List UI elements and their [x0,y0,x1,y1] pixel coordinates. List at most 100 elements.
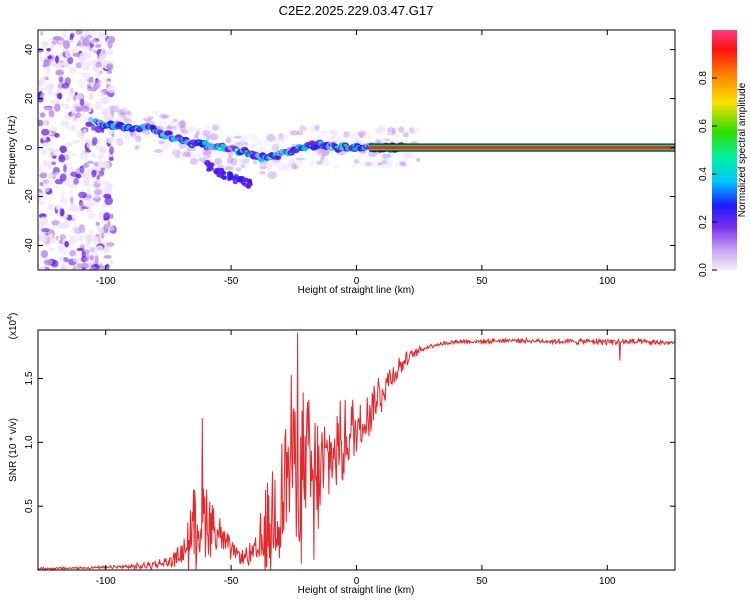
noise-blob [46,47,51,52]
spectrogram-y-label: Frequency (Hz) [7,116,18,185]
haze-blob [142,117,152,122]
noise-blob [85,121,93,127]
haze-blob [289,129,300,136]
noise-blob [73,103,81,107]
haze-blob [185,150,191,157]
haze-blob [202,129,210,137]
noise-blob [38,143,41,147]
noise-blob [62,40,71,49]
haze-blob [253,160,258,165]
noise-blob [89,266,97,270]
noise-blob [38,147,44,151]
noise-blob [83,128,87,133]
noise-blob [55,69,65,76]
haze-blob [328,149,334,156]
haze-blob [178,154,184,161]
noise-blob [47,203,55,211]
noise-blob [104,196,114,206]
haze-blob [203,125,211,130]
haze-blob [234,142,243,148]
noise-blob [88,92,94,100]
snr-axes: -100 -50 0 50 100 0.5 1.0 1.5 [24,330,675,587]
haze-blob [242,158,250,164]
colorbar-tick-label: 0.8 [698,71,709,85]
haze-blob [367,136,373,141]
noise-blob [103,212,111,221]
noise-blob [107,70,112,74]
haze-blob [220,151,230,156]
haze-blob [316,147,321,155]
haze-blob [238,159,247,167]
noise-blob [101,187,105,195]
haze-blob [379,157,389,162]
noise-blob [58,40,65,45]
haze-blob [267,171,277,180]
haze-blob [316,160,323,166]
haze-blob [259,165,267,170]
snr-x-tick-label: 0 [354,576,360,587]
noise-blob [51,161,57,166]
noise-blob [61,258,65,267]
haze-blob [399,160,406,165]
noise-blob [107,85,116,94]
haze-blob [319,150,330,157]
noise-blob [83,162,90,169]
noise-blob [69,235,78,244]
noise-blob [65,162,73,167]
noise-blob [72,94,77,101]
noise-blob [60,192,65,200]
noise-blob [43,180,53,184]
haze-blob [202,154,208,163]
haze-blob [216,164,225,169]
spectrogram-y-tick-label: -40 [24,238,35,253]
haze-blob [238,155,245,163]
noise-blob [76,129,83,138]
noise-blob [89,255,94,261]
haze-blob [109,105,120,113]
noise-blob [103,223,109,233]
noise-blob [51,148,61,154]
noise-blob [83,30,89,37]
noise-blob [84,249,90,254]
haze-blob [380,153,391,159]
spectrogram-x-tick-label: 100 [599,276,616,287]
snr-series-line [38,332,675,570]
haze-blob [272,145,278,152]
noise-blob [49,233,53,238]
noise-blob [82,178,91,186]
noise-blob [84,233,94,242]
noise-blob [75,112,82,118]
noise-blob [105,242,115,247]
haze-blob [407,153,416,159]
noise-blob [100,167,105,171]
haze-blob [208,129,214,136]
noise-blob [47,90,53,96]
noise-blob [39,181,44,187]
noise-blob [81,267,86,270]
haze-blob [270,161,279,168]
noise-blob [87,102,93,109]
haze-blob [291,163,297,170]
haze-blob [256,171,262,176]
haze-blob [402,131,409,138]
haze-blob [387,127,395,136]
noise-blob [59,248,68,255]
haze-blob [295,157,306,161]
noise-blob [48,109,55,118]
haze-blob [129,131,137,138]
haze-blob [329,130,339,135]
haze-blob [375,128,383,135]
noise-blob [103,255,112,259]
haze-blob [190,153,200,158]
noise-blob [56,92,63,100]
colorbar-tick-label: 0.6 [698,119,709,133]
noise-blob [80,113,86,118]
noise-blob [103,193,112,199]
spectrogram-y-tick-label: 20 [24,93,35,105]
haze-blob [349,131,358,137]
noise-blob [103,189,110,194]
haze-blob [273,138,281,147]
noise-blob [78,224,86,234]
noise-blob [59,145,67,154]
haze-blob [185,125,195,132]
